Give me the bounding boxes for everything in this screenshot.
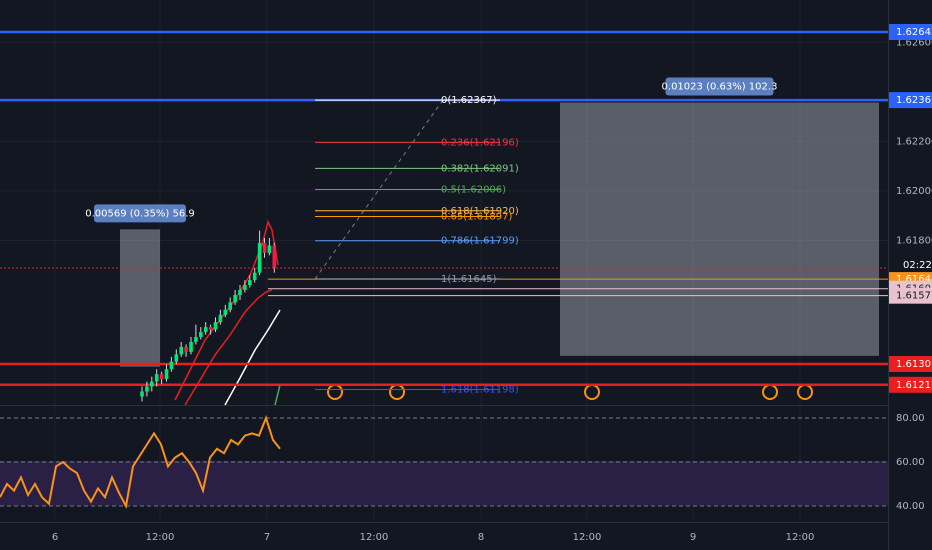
candle-body — [164, 369, 169, 380]
time-label: 8 — [478, 532, 484, 543]
candles — [140, 230, 277, 402]
price-badge-label: 1.61217 — [896, 380, 932, 391]
measure-label: 0.01023 (0.63%) 102.3 — [662, 82, 778, 93]
fib-label: 1.618(1.61198) — [441, 385, 519, 396]
candle-body — [218, 314, 223, 323]
candle-body — [252, 272, 257, 281]
fib-label: 1(1.61645) — [441, 274, 497, 285]
price-badge — [889, 287, 932, 304]
candle-body — [272, 245, 277, 268]
candle-body — [154, 374, 159, 382]
candle-body — [150, 381, 154, 387]
price-tick-label: 1.62200 — [896, 136, 932, 147]
measure-label-bg — [665, 77, 774, 96]
price-badge — [889, 92, 932, 109]
price-tick-label: 1.62000 — [896, 186, 932, 197]
fib-label: 0.382(1.62091) — [441, 163, 519, 174]
bollinger-upper — [174, 219, 279, 401]
fib-label: 0.618(1.61920) — [441, 206, 519, 217]
price-badge — [889, 376, 932, 393]
price-badge-label: 1.61644 — [896, 274, 932, 285]
measure-label-bg — [94, 204, 186, 223]
countdown-bg — [889, 258, 932, 273]
measure-box — [560, 102, 879, 356]
fib-label: 0.65(1.61897) — [441, 211, 513, 222]
candle-body — [228, 302, 232, 310]
fib-label: 0.236(1.62196) — [441, 137, 519, 148]
candle-body — [257, 242, 262, 273]
fib-label: 0.786(1.61799) — [441, 236, 519, 247]
candle-body — [169, 361, 174, 370]
bollinger-lower — [184, 289, 273, 406]
moving-average — [224, 309, 281, 406]
price-badge-label: 1.62642 — [896, 27, 932, 38]
candle-body — [248, 280, 252, 286]
rsi-band — [0, 461, 888, 506]
rsi-tick-label: 40.00 — [896, 501, 925, 512]
candle-body — [213, 322, 218, 330]
candle-body — [208, 327, 213, 330]
candle-body — [199, 332, 203, 338]
price-badge — [889, 356, 932, 373]
candle-body — [238, 289, 242, 295]
candle-body — [243, 285, 247, 290]
time-label: 12:00 — [146, 532, 175, 543]
measure-label: 0.00569 (0.35%) 56.9 — [85, 208, 195, 219]
price-tick-label: 1.62600 — [896, 37, 932, 48]
candle-body — [194, 337, 198, 342]
candle-body — [184, 346, 188, 352]
candle-body — [174, 354, 179, 362]
grid — [0, 0, 888, 522]
time-label: 7 — [264, 532, 270, 543]
countdown: 02:22 — [903, 260, 932, 271]
candle-body — [233, 294, 237, 303]
candle-body — [223, 309, 228, 315]
rsi-line — [0, 415, 281, 510]
candle-body — [189, 341, 193, 352]
rsi-tick-label: 60.00 — [896, 457, 925, 468]
candle-body — [262, 242, 267, 253]
candle-body — [145, 386, 149, 392]
candle-body — [203, 327, 208, 333]
ma-green — [274, 384, 281, 406]
price-badge-label: 1.62367 — [896, 95, 932, 106]
candle-body — [159, 374, 164, 380]
candle-body — [267, 245, 272, 253]
price-badge-label: 1.61577 — [896, 291, 932, 302]
time-label: 6 — [52, 532, 58, 543]
candle-body — [179, 346, 183, 355]
price-tick-label: 1.61800 — [896, 235, 932, 246]
fib-label: 0(1.62367) — [441, 95, 497, 106]
time-label: 12:00 — [360, 532, 389, 543]
candle-body — [140, 391, 144, 397]
time-label: 12:00 — [786, 532, 815, 543]
time-label: 12:00 — [573, 532, 602, 543]
rsi-tick-label: 80.00 — [896, 413, 925, 424]
fib-label: 0.5(1.62006) — [441, 184, 506, 195]
time-label: 9 — [690, 532, 696, 543]
price-badge — [889, 24, 932, 40]
measure-box — [120, 229, 160, 367]
